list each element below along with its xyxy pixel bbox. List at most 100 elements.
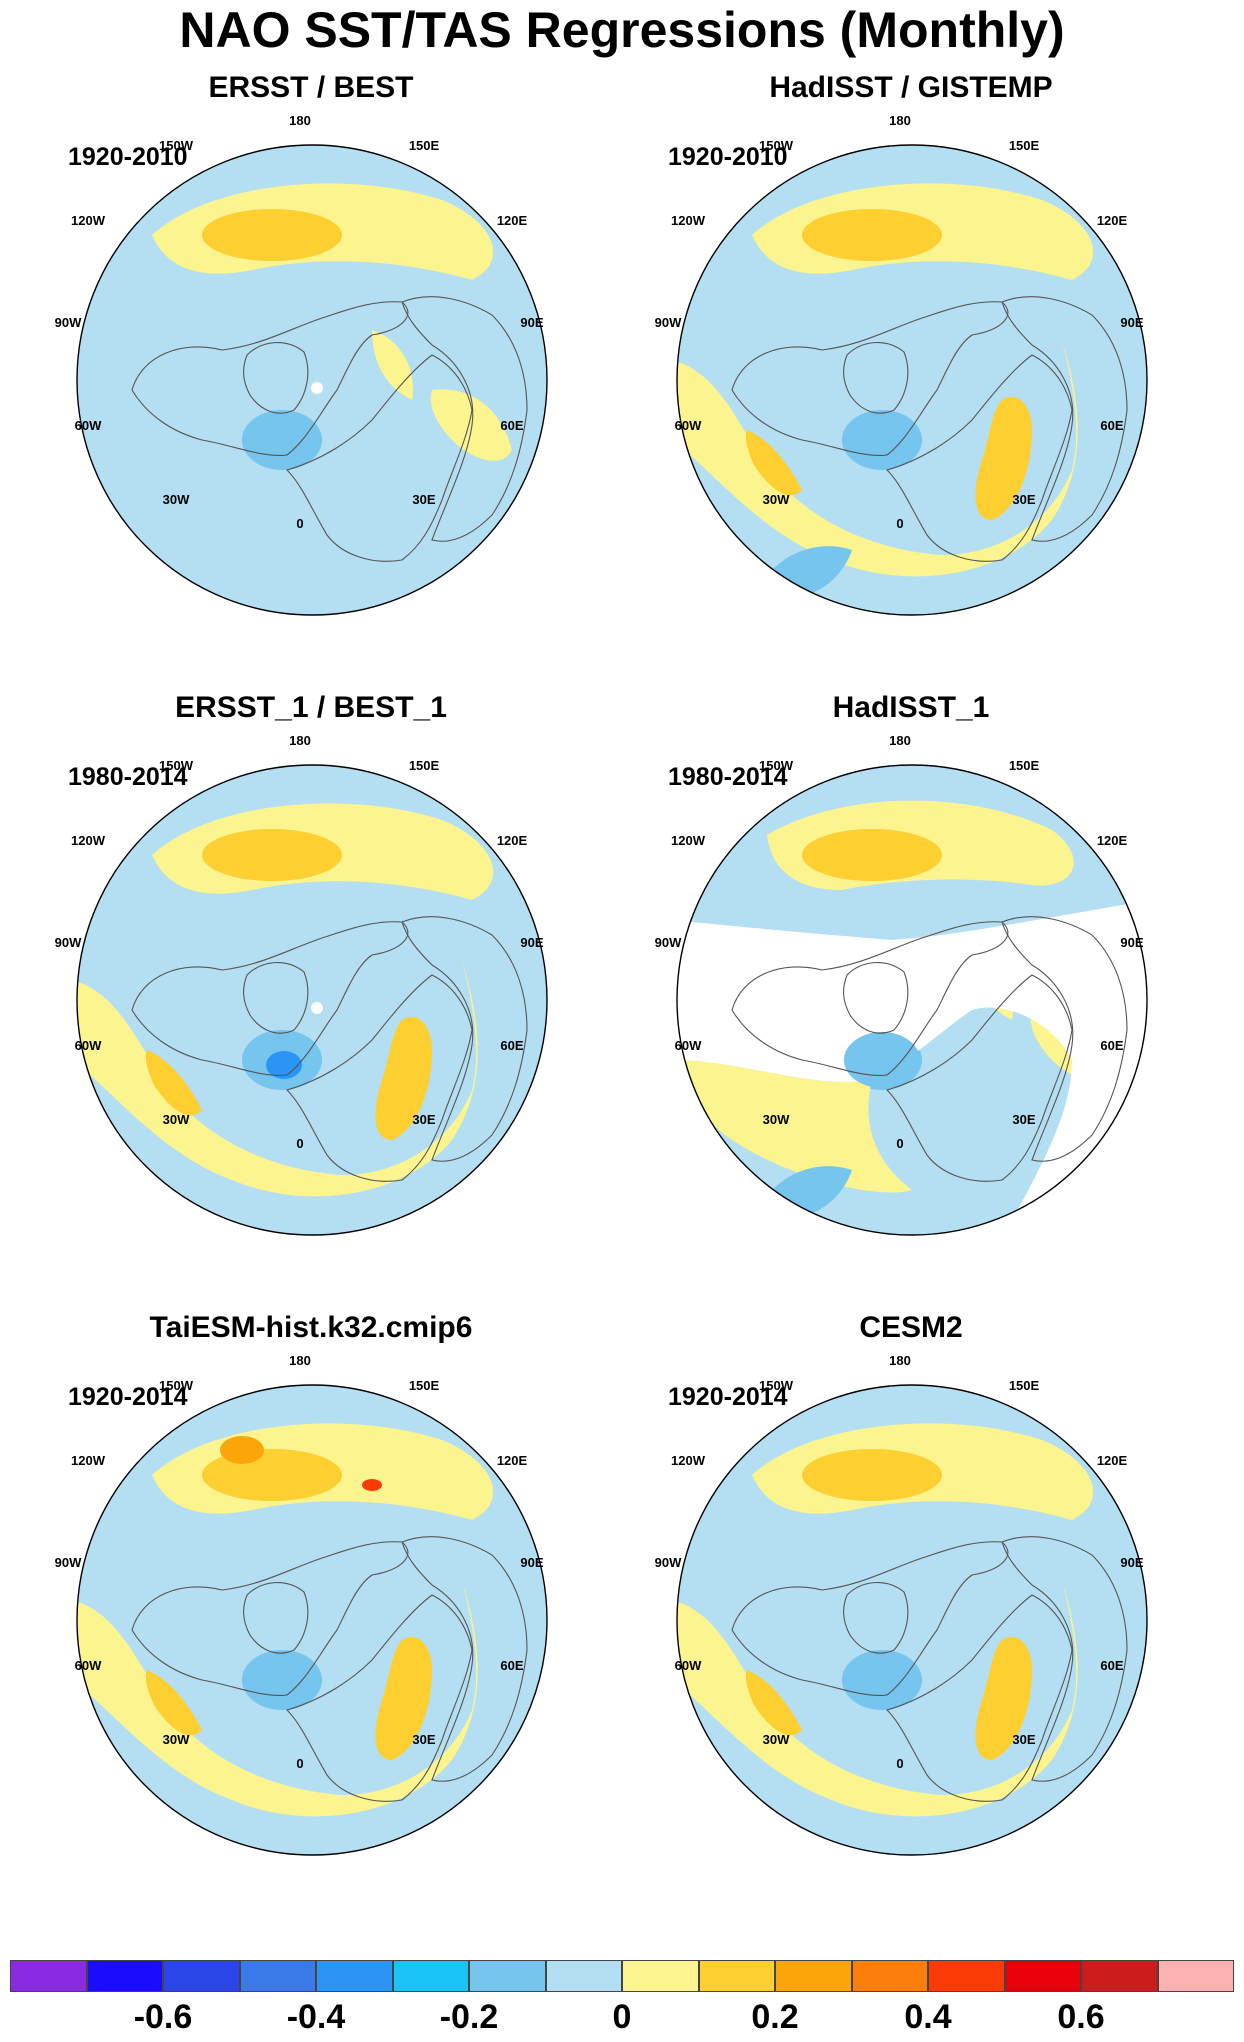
longitude-label-bottom-right: 30E [1012, 1732, 1036, 1747]
polar-map-ersst-best [76, 144, 548, 616]
longitude-label-bottom: 0 [296, 1756, 304, 1771]
colorbar-box [1157, 1960, 1234, 1992]
longitude-label-bottom-left: 30W [762, 492, 790, 507]
panel-ersst-best: ERSST / BEST 1920-2010 180 150E 120E 90E 60E… [0, 70, 622, 690]
longitude-label-bottom: 0 [896, 1756, 904, 1771]
longitude-label-right: 90E [1120, 315, 1144, 330]
longitude-label-lower-left: 60W [674, 418, 702, 433]
longitude-label-left: 90W [654, 935, 682, 950]
panel-hadisst-gistemp: HadISST / GISTEMP 1920-2010 180 150E 120E 9… [600, 70, 1222, 690]
colorbar-tick-label: 0.4 [904, 1998, 952, 2036]
longitude-label-lower-right: 60E [500, 1038, 524, 1053]
longitude-label-bottom: 0 [296, 1136, 304, 1151]
panel-taiesm: TaiESM-hist.k32.cmip6 1920-2014 180 150E 1… [0, 1310, 622, 1930]
longitude-label-right: 90E [520, 935, 544, 950]
longitude-label-top-left: 150W [759, 758, 793, 773]
longitude-label-lower-right: 60E [500, 418, 524, 433]
longitude-label-left: 90W [654, 315, 682, 330]
longitude-label-upper-right: 120E [496, 1453, 528, 1468]
longitude-label-upper-right: 120E [496, 213, 528, 228]
longitude-label-upper-left: 120W [71, 833, 105, 848]
colorbar-box [163, 1960, 240, 1992]
colorbar-box [545, 1960, 622, 1992]
longitude-label-bottom-left: 30W [162, 1732, 190, 1747]
longitude-label-top: 180 [289, 733, 311, 748]
longitude-label-top: 180 [889, 733, 911, 748]
longitude-label-top-right: 150E [408, 138, 440, 153]
colorbar-box [1081, 1960, 1158, 1992]
longitude-label-bottom: 0 [296, 516, 304, 531]
longitude-label-top-left: 150W [159, 1378, 193, 1393]
colorbar-box [86, 1960, 163, 1992]
longitude-label-bottom-right: 30E [412, 1112, 436, 1127]
longitude-label-top-right: 150E [408, 1378, 440, 1393]
panel-title: ERSST / BEST [208, 71, 414, 104]
longitude-label-upper-right: 120E [1096, 1453, 1128, 1468]
longitude-label-bottom-left: 30W [162, 492, 190, 507]
colorbar-box [1004, 1960, 1081, 1992]
longitude-label-left: 90W [654, 1555, 682, 1570]
colorbar [10, 1960, 1234, 1994]
panel-title: HadISST / GISTEMP [769, 71, 1053, 104]
longitude-label-upper-right: 120E [1096, 213, 1128, 228]
longitude-label-right: 90E [1120, 1555, 1144, 1570]
panel-title: ERSST_1 / BEST_1 [175, 691, 447, 724]
period-label: 1980-2014 [68, 763, 188, 791]
longitude-label-lower-left: 60W [674, 1658, 702, 1673]
period-label: 1920-2014 [668, 1383, 788, 1411]
panel-ersst1-best1: ERSST_1 / BEST_1 1980-2014 180 150E 120E 90… [0, 690, 622, 1310]
longitude-label-right: 90E [520, 315, 544, 330]
colorbar-box [469, 1960, 546, 1992]
longitude-label-lower-left: 60W [74, 1658, 102, 1673]
longitude-label-lower-left: 60W [74, 1038, 102, 1053]
colorbar-box [239, 1960, 316, 1992]
longitude-label-bottom-right: 30E [412, 492, 436, 507]
period-label: 1980-2014 [668, 763, 788, 791]
colorbar-tick-label: 0.2 [751, 1998, 799, 2036]
longitude-label-top-right: 150E [1008, 138, 1040, 153]
longitude-label-top-right: 150E [1008, 1378, 1040, 1393]
panel-title: CESM2 [859, 1311, 963, 1344]
longitude-label-upper-left: 120W [71, 213, 105, 228]
longitude-label-top-left: 150W [759, 138, 793, 153]
colorbar-box [392, 1960, 469, 1992]
longitude-label-top: 180 [289, 1353, 311, 1368]
longitude-label-right: 90E [520, 1555, 544, 1570]
colorbar-tick-label: 0.6 [1057, 1998, 1105, 2036]
colorbar-tick-label: -0.4 [286, 1998, 346, 2036]
longitude-label-upper-left: 120W [71, 1453, 105, 1468]
colorbar-tick-label: 0 [612, 1998, 632, 2036]
longitude-label-left: 90W [54, 315, 82, 330]
longitude-label-top-right: 150E [408, 758, 440, 773]
longitude-label-top: 180 [289, 113, 311, 128]
longitude-label-top: 180 [889, 1353, 911, 1368]
longitude-label-bottom-left: 30W [762, 1732, 790, 1747]
polar-map-cesm2 [676, 1384, 1148, 1856]
panel-hadisst1: HadISST_1 1980-2014 180 150E 120E 90E 60E 30E… [600, 690, 1222, 1310]
panel-title: TaiESM-hist.k32.cmip6 [149, 1311, 473, 1344]
longitude-label-bottom-left: 30W [162, 1112, 190, 1127]
colorbar-box [622, 1960, 699, 1992]
longitude-label-lower-right: 60E [1100, 1038, 1124, 1053]
longitude-label-bottom-right: 30E [412, 1732, 436, 1747]
longitude-label-bottom-right: 30E [1012, 1112, 1036, 1127]
longitude-label-right: 90E [1120, 935, 1144, 950]
longitude-label-bottom: 0 [896, 1136, 904, 1151]
longitude-label-lower-left: 60W [74, 418, 102, 433]
polar-map-taiesm [76, 1384, 548, 1856]
longitude-label-upper-left: 120W [671, 1453, 705, 1468]
longitude-label-left: 90W [54, 935, 82, 950]
colorbar-box [775, 1960, 852, 1992]
period-label: 1920-2010 [668, 143, 788, 171]
panel-title: HadISST_1 [832, 691, 990, 724]
longitude-label-lower-right: 60E [1100, 1658, 1124, 1673]
longitude-label-upper-left: 120W [671, 213, 705, 228]
polar-map-hadisst-gistemp [676, 144, 1148, 616]
longitude-label-bottom-left: 30W [762, 1112, 790, 1127]
panel-cesm2: CESM2 1920-2014 180 150E 120E 90E 60E 30E 0 30W… [600, 1310, 1222, 1930]
longitude-label-lower-left: 60W [674, 1038, 702, 1053]
colorbar-box [851, 1960, 928, 1992]
colorbar-tick-label: -0.2 [439, 1998, 499, 2036]
period-label: 1920-2010 [68, 143, 188, 171]
period-label: 1920-2014 [68, 1383, 188, 1411]
